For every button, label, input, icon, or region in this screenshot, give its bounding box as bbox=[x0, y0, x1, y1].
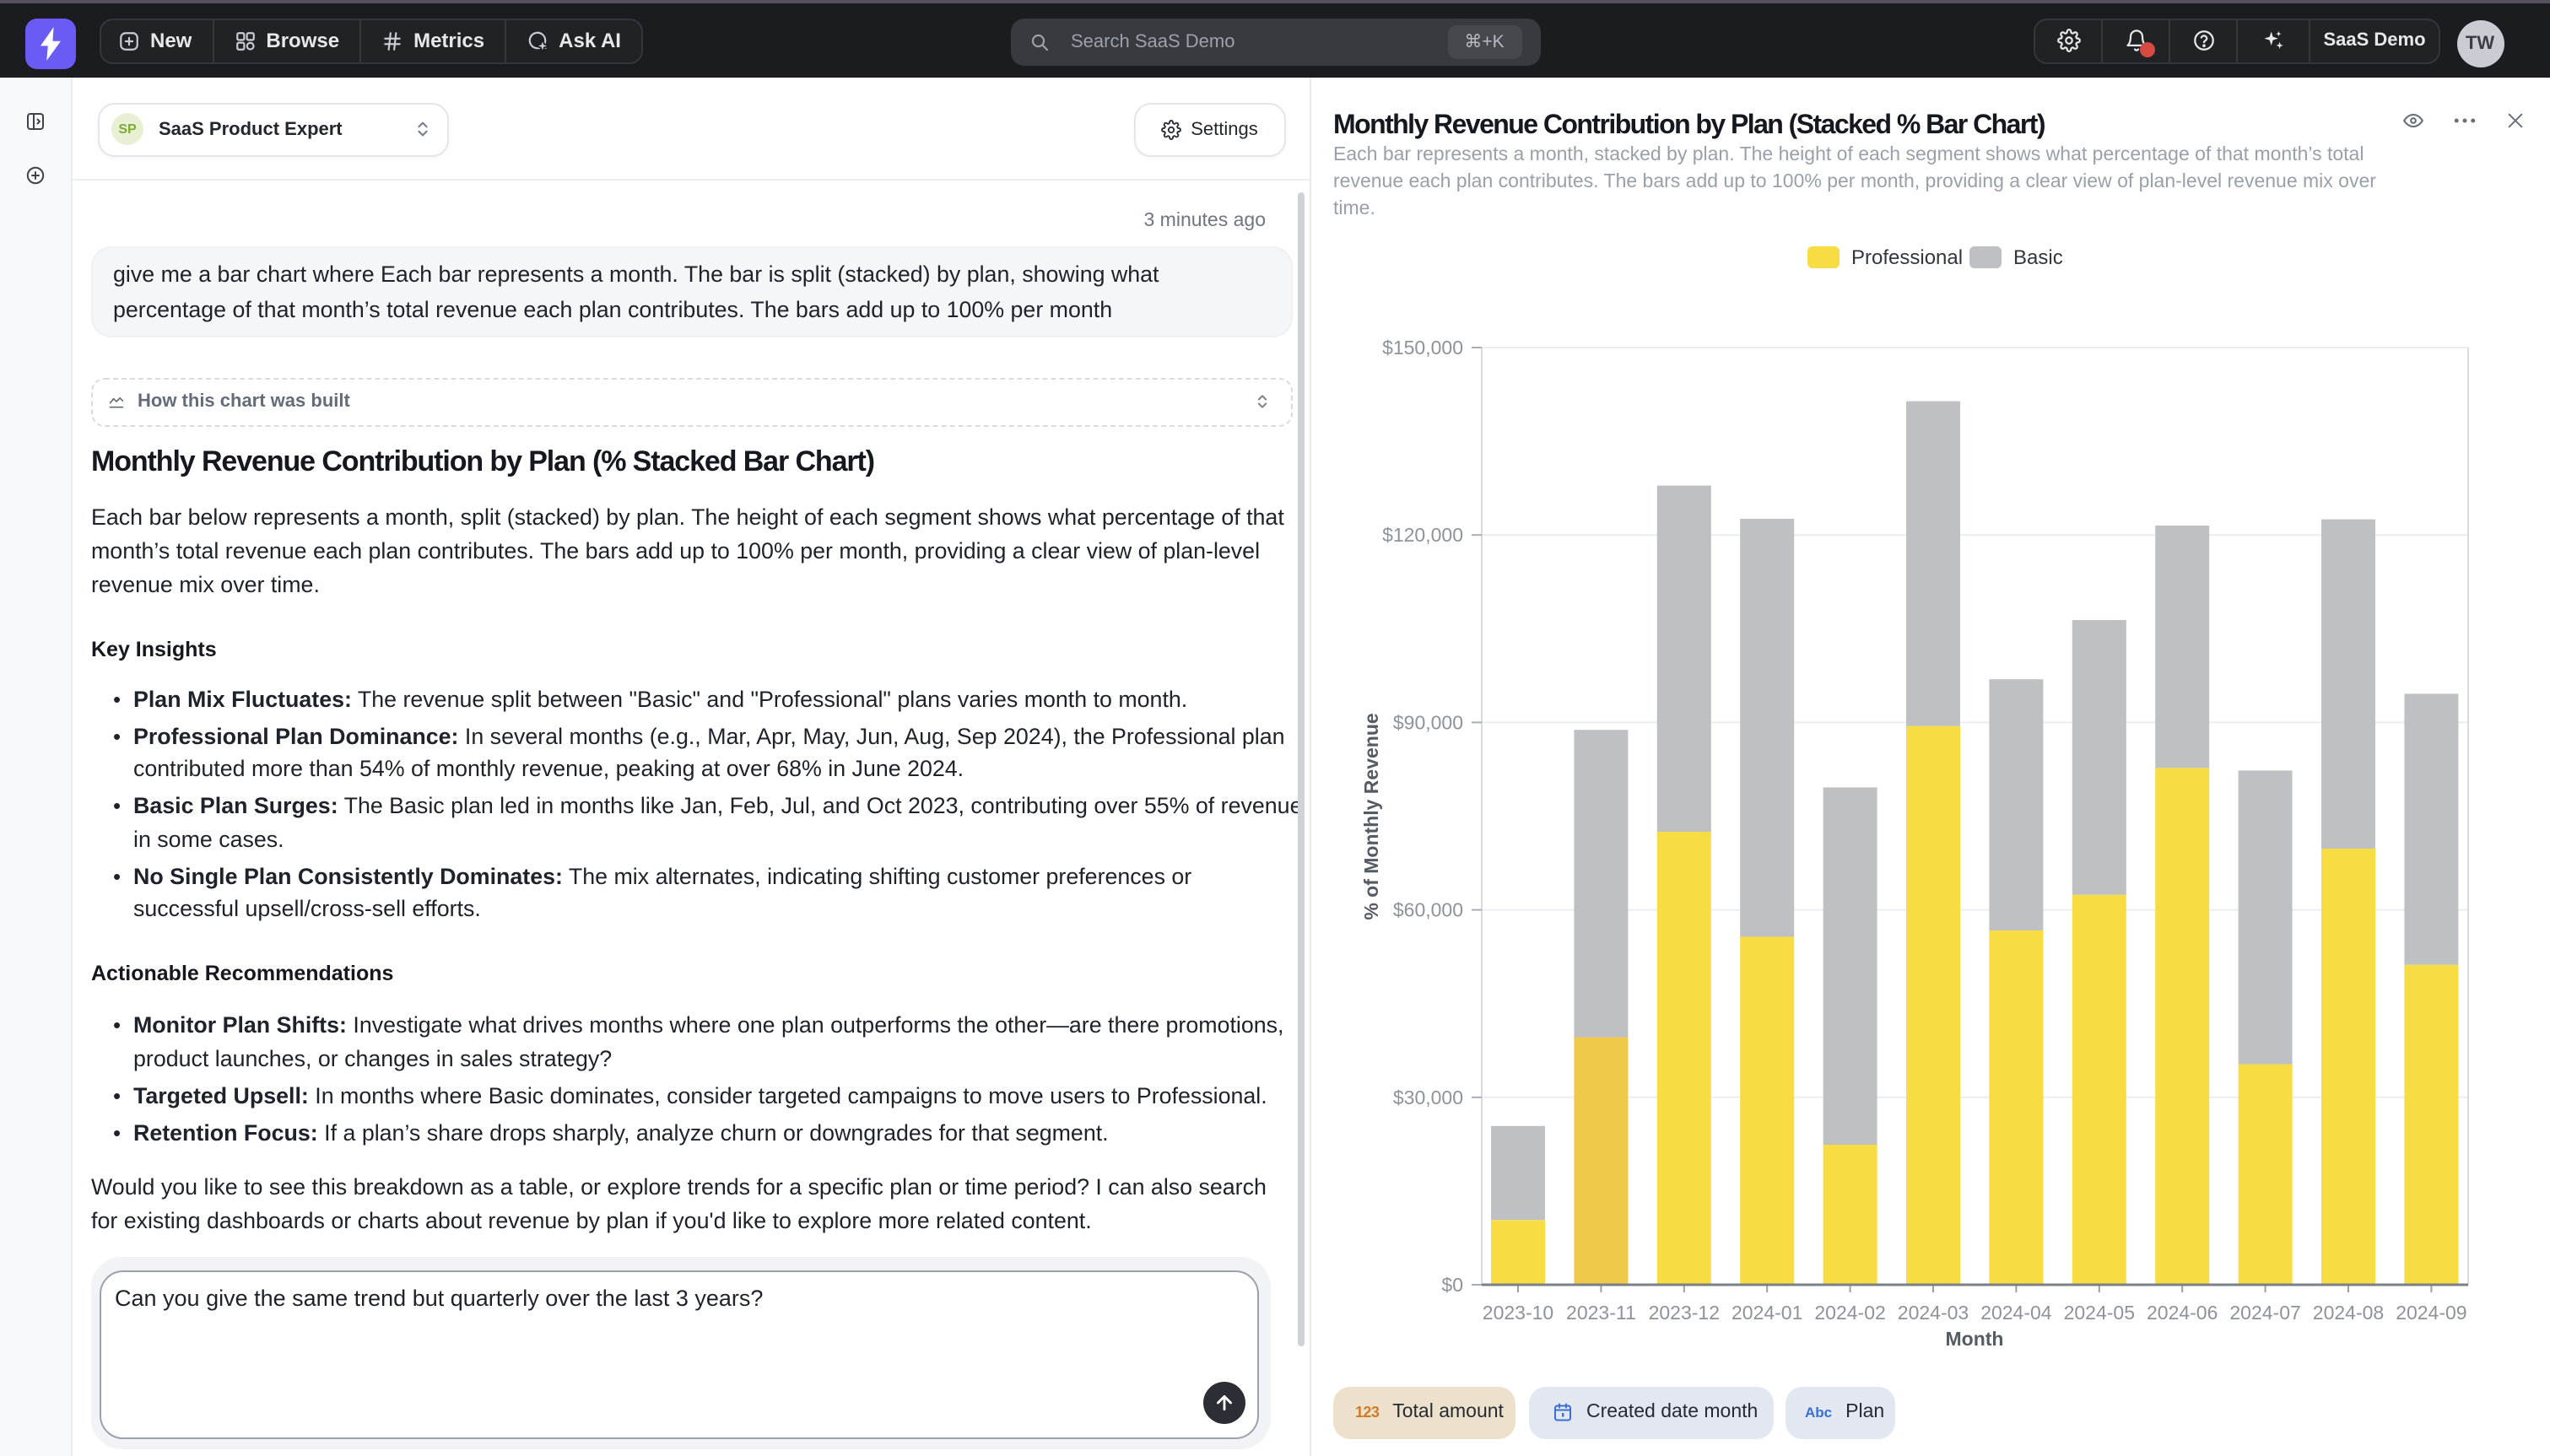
svg-text:2024-07: 2024-07 bbox=[2229, 1302, 2300, 1324]
svg-text:2024-06: 2024-06 bbox=[2147, 1302, 2218, 1324]
svg-text:$150,000: $150,000 bbox=[1382, 337, 1463, 359]
svg-text:2024-08: 2024-08 bbox=[2313, 1302, 2384, 1324]
svg-text:Professional: Professional bbox=[1851, 246, 1963, 269]
svg-text:$0: $0 bbox=[1441, 1274, 1463, 1296]
svg-text:$60,000: $60,000 bbox=[1393, 899, 1463, 921]
svg-text:$30,000: $30,000 bbox=[1393, 1087, 1463, 1108]
svg-text:2023-12: 2023-12 bbox=[1649, 1302, 1720, 1324]
svg-text:Basic: Basic bbox=[2013, 246, 2063, 269]
svg-text:% of Monthly Revenue: % of Monthly Revenue bbox=[1360, 713, 1382, 919]
svg-text:2024-04: 2024-04 bbox=[1980, 1302, 2052, 1324]
svg-text:2024-05: 2024-05 bbox=[2064, 1302, 2135, 1324]
svg-text:2023-10: 2023-10 bbox=[1483, 1302, 1553, 1324]
svg-text:$90,000: $90,000 bbox=[1393, 711, 1463, 733]
svg-text:2023-11: 2023-11 bbox=[1566, 1302, 1636, 1324]
svg-text:2024-02: 2024-02 bbox=[1814, 1302, 1885, 1324]
svg-text:$120,000: $120,000 bbox=[1382, 524, 1463, 546]
svg-text:Month: Month bbox=[1946, 1328, 2004, 1350]
svg-text:2024-09: 2024-09 bbox=[2396, 1302, 2466, 1324]
svg-text:2024-03: 2024-03 bbox=[1898, 1302, 1969, 1324]
svg-text:2024-01: 2024-01 bbox=[1732, 1302, 1802, 1324]
